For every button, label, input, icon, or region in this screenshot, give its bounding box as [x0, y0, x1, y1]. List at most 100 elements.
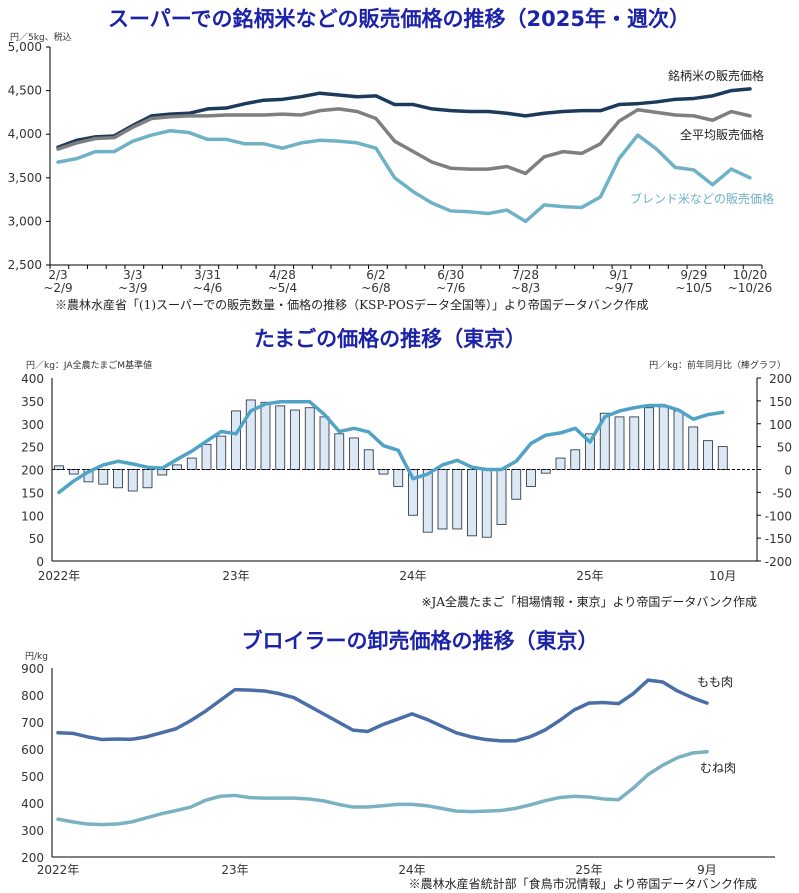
chart1-y-tick-label: 2,500	[8, 258, 42, 272]
chart2-y-left-tick-label: 0	[36, 555, 44, 569]
chart1-y-tick-label: 4,000	[8, 127, 42, 141]
chart2-bar	[703, 440, 713, 470]
chart1-x-tick-label: ~5/4	[268, 281, 297, 295]
chart2-x-tick-label: 2022年	[38, 569, 81, 583]
chart2-bar	[260, 401, 271, 470]
chart2-y-left-tick-label: 400	[21, 372, 44, 386]
chart1-y-tick-label: 3,000	[8, 214, 42, 228]
chart2-y-left-tick-label: 100	[21, 509, 44, 523]
chart2-y-left-tick-label: 250	[21, 441, 44, 455]
chart2-bar	[157, 469, 168, 476]
chart1-legend-label: 全平均販売価格	[680, 127, 764, 142]
chart2-bar	[540, 469, 551, 474]
chart3-y-tick-label: 500	[21, 770, 44, 784]
chart2-bar	[644, 407, 654, 470]
chart2-y-right-tick-label: 50	[777, 441, 792, 455]
chart1-x-tick-label: 3/31	[194, 268, 221, 282]
chart1-x-tick-label: ~10/26	[728, 281, 773, 295]
chart1-y-tick-label: 5,000	[8, 40, 42, 54]
chart3-y-tick-label: 800	[21, 689, 44, 703]
chart3-y-unit: 円/kg	[25, 651, 48, 662]
chart1-x-tick-label: 10/20	[733, 268, 768, 282]
chart2-y-right-tick-label: -50	[772, 486, 792, 500]
chart2-y-right-tick-label: 100	[769, 418, 792, 432]
chart1-x-tick-label: ~4/6	[193, 281, 222, 295]
chart2-title: たまごの価格の推移（東京）	[254, 327, 526, 351]
chart1-series-line	[56, 87, 752, 150]
chart2-bar	[275, 405, 286, 470]
chart2-y-left-tick-label: 300	[21, 418, 44, 432]
chart2-bar	[142, 469, 153, 489]
chart3-source: ※農林水産省統計部「食鳥市況情報」より帝国データバンク作成	[409, 876, 757, 891]
chart2-bar	[555, 457, 566, 470]
chart2-bar	[717, 446, 728, 470]
chart2-y-right-tick-label: 200	[769, 372, 792, 386]
chart2-y-right-tick-label: -200	[765, 555, 792, 569]
chart3-y-tick-label: 200	[21, 851, 44, 865]
chart2-bar	[98, 469, 109, 485]
chart1-title: スーパーでの銘柄米などの販売価格の推移（2025年・週次）	[108, 7, 690, 31]
chart2-x-tick-label: 25年	[576, 569, 603, 583]
chart2-x-tick-label: 23年	[222, 569, 249, 583]
chart1-x-tick-label: 2/3	[48, 268, 67, 282]
chart2-bar	[437, 469, 448, 530]
chart2-bar	[172, 464, 182, 470]
chart1-legend-label: ブレンド米などの販売価格	[630, 191, 774, 206]
chart2-y-left-tick-label: 150	[21, 486, 44, 500]
chart1-series-line	[56, 128, 752, 224]
chart2-bar	[629, 416, 640, 470]
chart3-y-tick-label: 900	[21, 662, 44, 676]
chart3-series-line	[56, 678, 709, 743]
chart1-x-tick-label: ~6/8	[361, 281, 390, 295]
chart1-x-tick-label: ~2/9	[43, 281, 72, 295]
chart2-x-tick-label: 10月	[709, 569, 736, 583]
chart1-x-tick-label: ~8/3	[511, 281, 540, 295]
chart3-y-tick-label: 300	[21, 824, 44, 838]
chart1-x-tick-label: ~3/9	[118, 281, 147, 295]
chart2-bar	[481, 469, 492, 538]
chart1-x-tick-label: 7/28	[512, 268, 539, 282]
chart2-bar	[334, 433, 345, 470]
chart2-bar	[422, 469, 433, 533]
chart3-x-tick-label: 9月	[697, 863, 717, 877]
chart2-bar	[231, 410, 241, 470]
chart2-bar	[452, 469, 463, 530]
chart3-title: ブロイラーの卸売価格の推移（東京）	[242, 629, 599, 653]
chart2-y-left-tick-label: 200	[21, 464, 44, 478]
chart1-y-tick-label: 3,500	[8, 171, 42, 185]
chart2-bar	[349, 437, 359, 470]
chart2-bar	[127, 469, 138, 492]
chart1-y-unit: 円／5kg、税込	[10, 31, 72, 43]
chart2-y-right-tick-label: -150	[765, 532, 792, 546]
chart1-x-tick-label: 9/1	[609, 268, 628, 282]
chart3-y-tick-label: 700	[21, 716, 44, 730]
chart2-bar	[511, 469, 522, 500]
chart2-bar	[363, 449, 374, 470]
chart2-bar	[54, 465, 64, 470]
chart2-bar	[526, 469, 536, 487]
chart2-bar	[186, 457, 197, 470]
chart1-x-tick-label: 6/2	[366, 268, 385, 282]
chart2-y-right-tick-label: 0	[784, 464, 792, 478]
chart3-legend-label: むね肉	[700, 761, 736, 775]
chart1-y-tick-label: 4,500	[8, 84, 42, 98]
chart2-y-left-tick-label: 50	[29, 532, 44, 546]
chart1-x-tick-label: 6/30	[437, 268, 464, 282]
chart2-price-line	[57, 400, 725, 495]
chart2-bar	[393, 469, 404, 487]
chart2-bar	[290, 409, 300, 470]
chart2-bar	[319, 416, 330, 470]
chart2-y-right-tick-label: -100	[765, 509, 792, 523]
chart2-bar	[68, 469, 79, 475]
chart1-x-tick-label: ~7/6	[436, 281, 465, 295]
chart2-bar	[585, 433, 595, 470]
chart3-y-tick-label: 400	[21, 797, 44, 811]
chart3-x-tick-label: 24年	[398, 863, 425, 877]
chart3-x-tick-label: 2022年	[37, 863, 80, 877]
chart1-x-tick-label: 3/3	[123, 268, 142, 282]
chart2-bar	[658, 406, 669, 470]
chart2-bar	[201, 443, 212, 470]
chart2-x-tick-label: 24年	[399, 569, 426, 583]
chart1-legend-label: 銘柄米の販売価格	[668, 68, 764, 83]
